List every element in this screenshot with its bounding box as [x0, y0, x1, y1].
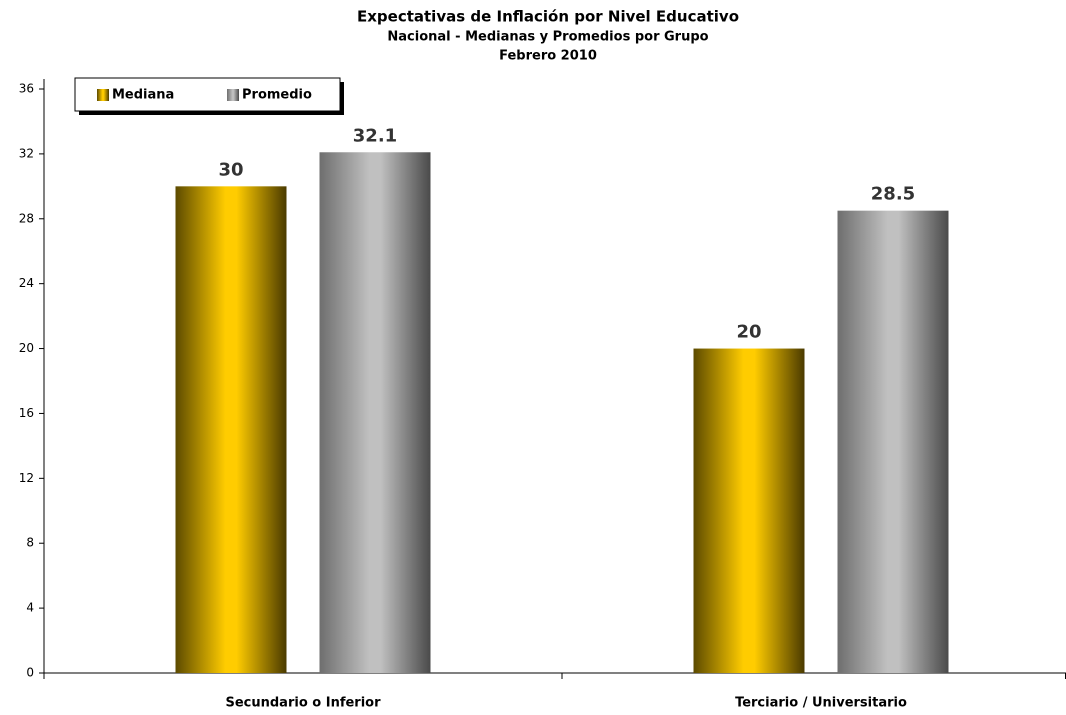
x-tick-label: Secundario o Inferior: [225, 696, 381, 711]
legend-swatch: [227, 89, 239, 101]
y-tick-label: 24: [19, 276, 34, 290]
value-label: 32.1: [353, 125, 397, 146]
value-label: 28.5: [871, 184, 915, 205]
y-tick-label: 0: [26, 666, 34, 680]
bar: [693, 348, 805, 673]
chart-subtitle: Nacional - Medianas y Promedios por Grup…: [387, 30, 708, 45]
y-tick-label: 12: [19, 471, 34, 485]
y-tick-label: 32: [19, 146, 34, 160]
legend-swatch: [97, 89, 109, 101]
y-tick-label: 16: [19, 406, 34, 420]
y-tick-label: 8: [26, 536, 34, 550]
value-label: 30: [218, 159, 243, 180]
bar: [319, 152, 431, 673]
legend: [74, 77, 341, 112]
bar: [175, 186, 287, 674]
legend-label: Promedio: [242, 88, 312, 103]
chart-title: Expectativas de Inflación por Nivel Educ…: [357, 8, 739, 26]
y-tick-label: 28: [19, 211, 34, 225]
legend-label: Mediana: [112, 88, 174, 103]
y-tick-label: 20: [19, 341, 34, 355]
bar: [837, 210, 949, 673]
chart-subtitle: Febrero 2010: [499, 49, 597, 64]
y-tick-label: 36: [19, 82, 34, 96]
x-tick-label: Terciario / Universitario: [735, 696, 907, 711]
y-tick-label: 4: [26, 601, 34, 615]
value-label: 20: [736, 322, 761, 343]
